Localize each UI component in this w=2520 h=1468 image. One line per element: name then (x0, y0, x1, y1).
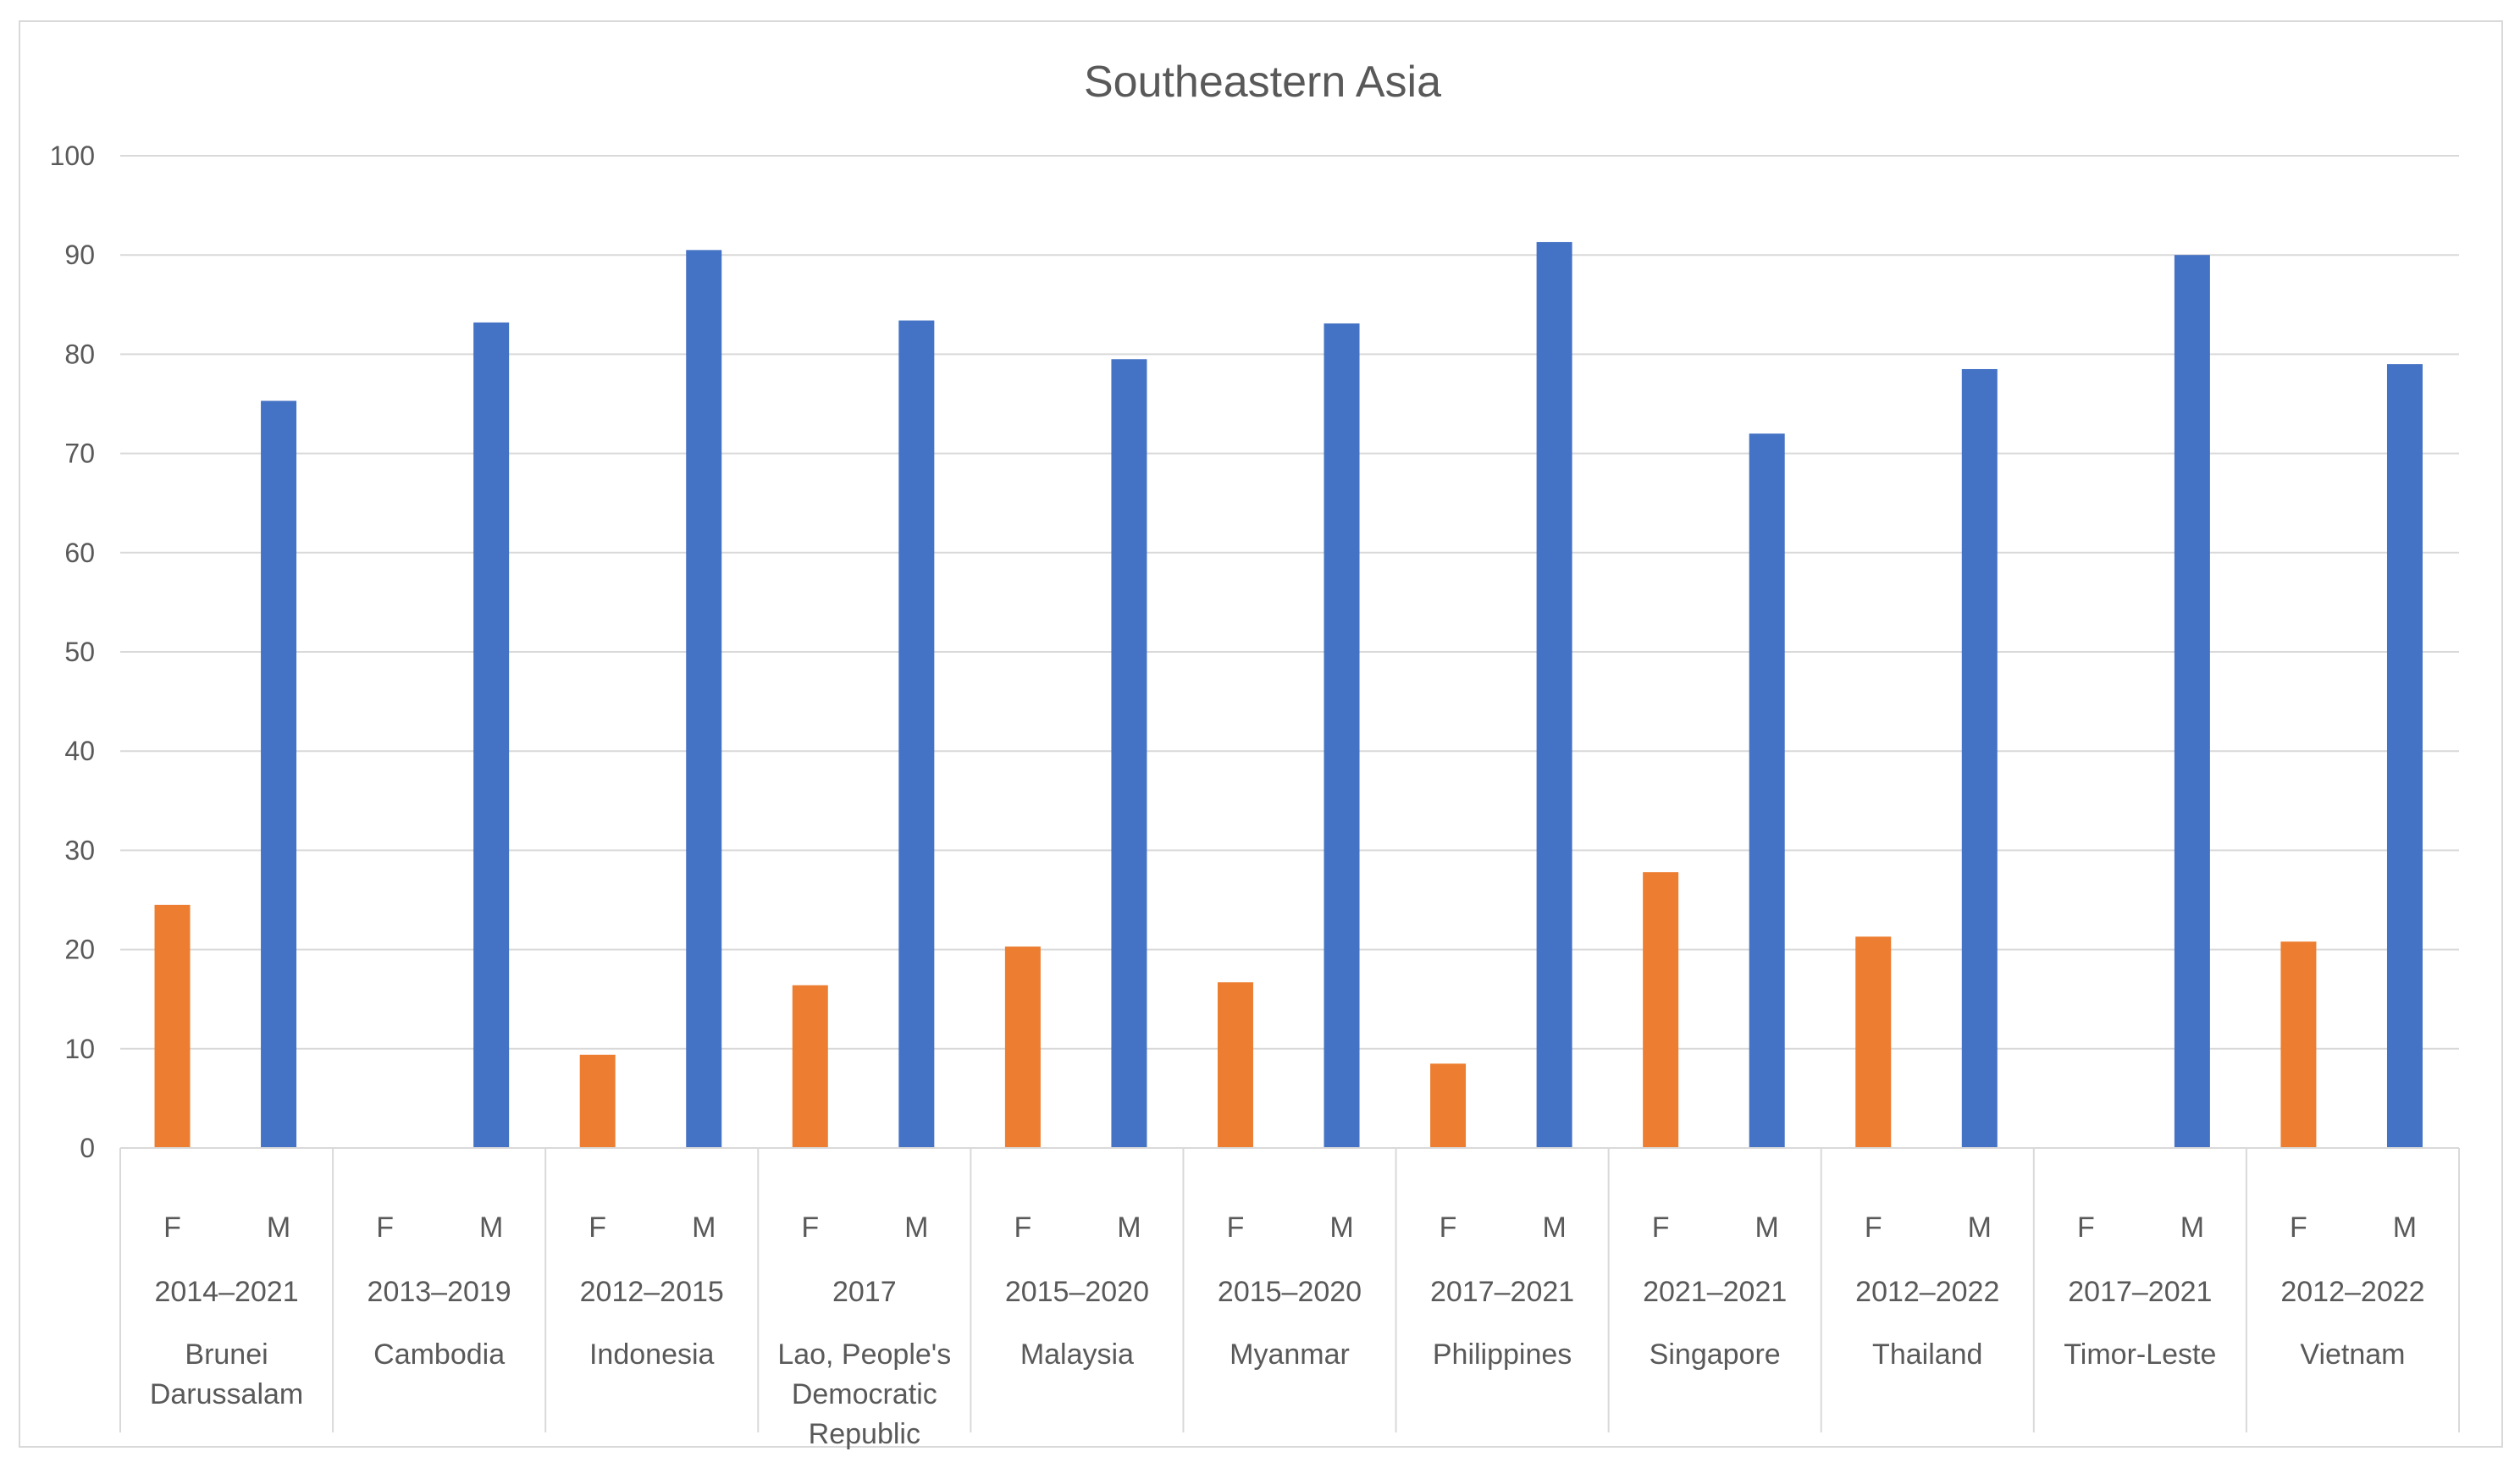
bar-m (2386, 364, 2423, 1148)
y-axis-tick-labels: 0 10 20 30 40 50 60 70 80 90 100 (50, 141, 95, 1163)
x-subcategory-label: F (1652, 1211, 1670, 1244)
y-tick-label: 50 (64, 637, 95, 667)
bar-f (579, 1054, 616, 1148)
x-country-label: Darussalam (150, 1378, 303, 1410)
x-subcategory-label: M (479, 1211, 503, 1244)
x-subcategory-label: F (376, 1211, 394, 1244)
x-period-label: 2017 (832, 1276, 897, 1308)
x-period-label: 2015–2020 (1218, 1276, 1362, 1308)
x-subcategory-label: F (2290, 1211, 2307, 1244)
bar-m (686, 250, 722, 1149)
bar-m (261, 400, 297, 1148)
x-subcategory-label: M (2393, 1211, 2417, 1244)
bar-m (473, 322, 510, 1148)
bar-m (898, 320, 935, 1148)
bar-m (1749, 433, 1785, 1148)
x-subcategory-label: M (1329, 1211, 1353, 1244)
y-tick-label: 30 (64, 835, 95, 865)
x-period-label: 2017–2021 (2068, 1276, 2212, 1308)
y-tick-label: 70 (64, 439, 95, 469)
x-subcategory-label: F (163, 1211, 181, 1244)
bar-f (2280, 941, 2317, 1148)
x-period-label: 2012–2015 (580, 1276, 724, 1308)
x-country-label: Malaysia (1020, 1338, 1134, 1371)
x-subcategory-label: M (2180, 1211, 2204, 1244)
x-period-label: 2017–2021 (1430, 1276, 1574, 1308)
x-country-label: Vietnam (2300, 1338, 2405, 1371)
y-tick-label: 100 (50, 141, 95, 171)
bars (154, 241, 2423, 1149)
gridlines (120, 155, 2459, 1149)
x-subcategory-label: M (1755, 1211, 1779, 1244)
y-tick-label: 60 (64, 538, 95, 568)
x-subcategory-label: F (589, 1211, 606, 1244)
y-tick-label: 10 (64, 1034, 95, 1064)
bar-f (792, 985, 828, 1148)
x-period-label: 2021–2021 (1643, 1276, 1787, 1308)
bar-m (1961, 368, 1998, 1149)
bar-f (1430, 1063, 1467, 1148)
x-period-label: 2012–2022 (1855, 1276, 1999, 1308)
x-country-label: Singapore (1650, 1338, 1781, 1371)
x-subcategory-label: M (1968, 1211, 1992, 1244)
x-period-label: 2015–2020 (1005, 1276, 1149, 1308)
bar-f (1855, 936, 1892, 1148)
x-country-label: Indonesia (589, 1338, 715, 1371)
y-tick-label: 20 (64, 935, 95, 965)
chart-frame: Southeastern Asia 0 10 20 30 40 50 60 70 80 90 100… (19, 20, 2503, 1449)
y-tick-label: 80 (64, 339, 95, 369)
y-tick-label: 90 (64, 240, 95, 270)
x-country-label: Myanmar (1230, 1338, 1350, 1371)
x-subcategory-label: F (1014, 1211, 1031, 1244)
y-tick-label: 40 (64, 736, 95, 766)
chart-title: Southeastern Asia (1084, 58, 1441, 107)
x-subcategory-label: F (801, 1211, 819, 1244)
x-country-label: Lao, People's (777, 1338, 951, 1371)
x-subcategory-label: M (692, 1211, 716, 1244)
x-subcategory-label: F (2077, 1211, 2095, 1244)
x-period-label: 2012–2022 (2280, 1276, 2424, 1308)
x-country-label: Democratic (792, 1378, 937, 1410)
bar-m (2174, 255, 2210, 1149)
x-subcategory-label: F (1865, 1211, 1882, 1244)
x-country-label: Philippines (1433, 1338, 1572, 1371)
x-country-label: Republic (809, 1418, 920, 1449)
x-subcategory-label: M (1117, 1211, 1141, 1244)
bar-f (154, 904, 191, 1148)
x-subcategory-label: F (1440, 1211, 1457, 1244)
bar-m (1111, 359, 1147, 1148)
x-subcategory-label: M (904, 1211, 928, 1244)
x-subcategory-label: M (267, 1211, 290, 1244)
x-country-label: Timor-Leste (2064, 1338, 2216, 1371)
x-period-label: 2014–2021 (154, 1276, 298, 1308)
x-subcategory-label: F (1227, 1211, 1245, 1244)
x-country-label: Cambodia (373, 1338, 505, 1371)
x-axis: F M 2014–2021 Brunei Darussalam F M 2013–2019 Ca… (119, 1147, 2460, 1449)
x-subcategory-label: M (1542, 1211, 1566, 1244)
x-country-label: Brunei (185, 1338, 268, 1371)
x-period-label: 2013–2019 (368, 1276, 511, 1308)
x-country-label: Thailand (1872, 1338, 1982, 1371)
bar-m (1536, 241, 1572, 1148)
y-tick-label: 0 (80, 1133, 95, 1163)
bar-m (1324, 323, 1360, 1148)
bar-f (1643, 872, 1679, 1148)
bar-f (1004, 946, 1041, 1148)
bar-f (1217, 982, 1253, 1148)
chart-svg: Southeastern Asia 0 10 20 30 40 50 60 70 80 90 100… (50, 58, 2460, 1449)
